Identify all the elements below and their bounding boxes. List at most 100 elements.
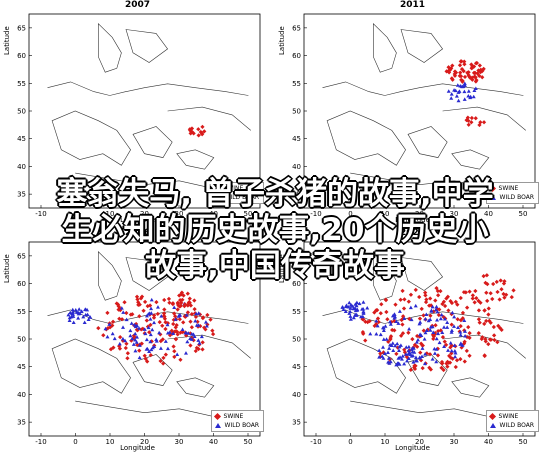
y-tick-label: 55	[292, 80, 301, 88]
swine-marker	[177, 304, 182, 309]
swine-marker	[400, 331, 406, 336]
wild-boar-marker	[461, 84, 466, 88]
wild-boar-marker	[473, 86, 478, 90]
swine-marker	[421, 313, 426, 318]
swine-marker	[450, 77, 455, 82]
wild-boar-marker	[165, 346, 170, 351]
wild-boar-marker	[424, 312, 429, 316]
swine-marker	[406, 330, 411, 335]
wild-boar-marker	[396, 321, 401, 325]
wild-boar-marker	[163, 339, 168, 343]
wild-boar-marker	[128, 328, 133, 333]
wild-boar-marker	[446, 348, 451, 352]
x-tick-label: 40	[484, 438, 493, 446]
swine-marker	[177, 293, 182, 298]
swine-marker	[474, 60, 480, 66]
swine-marker	[482, 321, 487, 327]
swine-marker	[167, 300, 172, 305]
swine-marker	[497, 297, 502, 302]
swine-marker	[453, 299, 458, 305]
swine-marker	[148, 352, 153, 358]
wild-boar-marker	[121, 325, 126, 329]
swine-marker	[443, 342, 449, 348]
wild-boar-marker	[390, 313, 395, 318]
wild-boar-marker	[463, 333, 468, 338]
wild-boar-marker	[165, 322, 170, 327]
swine-marker	[485, 282, 490, 287]
wild-boar-marker	[448, 340, 453, 345]
wild-boar-marker-icon	[489, 195, 496, 200]
wild-boar-marker	[66, 312, 71, 317]
swine-marker	[474, 78, 479, 83]
y-tick-label: 65	[17, 252, 26, 260]
wild-boar-marker	[348, 309, 353, 314]
wild-boar-marker	[79, 309, 84, 314]
wild-boar-marker	[389, 343, 394, 348]
wild-boar-marker	[183, 351, 188, 355]
wild-boar-marker	[466, 89, 471, 93]
swine-marker	[161, 361, 166, 366]
coastline	[132, 354, 173, 386]
swine-marker	[202, 325, 207, 330]
x-tick-label: -10	[310, 210, 321, 218]
swine-marker	[363, 338, 368, 343]
wild-boar-marker	[426, 318, 431, 323]
wild-boar-marker	[343, 309, 348, 314]
wild-boar-marker	[192, 334, 197, 338]
swine-marker	[384, 309, 389, 315]
swine-marker	[467, 353, 472, 358]
swine-marker	[459, 59, 464, 64]
coastline	[326, 110, 406, 166]
wild-boar-marker	[392, 316, 397, 320]
wild-boar-marker	[196, 323, 201, 327]
wild-boar-marker	[199, 334, 204, 339]
wild-boar-marker-icon	[214, 423, 221, 428]
wild-boar-marker	[377, 355, 382, 359]
wild-boar-marker	[460, 343, 465, 347]
wild-boar-marker	[68, 310, 73, 315]
wild-boar-marker	[430, 357, 435, 361]
wild-boar-marker	[406, 344, 411, 349]
swine-marker	[142, 353, 147, 358]
wild-boar-marker	[119, 306, 124, 310]
wild-boar-marker	[382, 351, 387, 355]
swine-marker	[453, 364, 458, 370]
wild-boar-marker	[374, 318, 379, 323]
wild-boar-marker	[434, 359, 439, 364]
wild-boar-marker	[368, 331, 373, 336]
swine-marker	[423, 290, 428, 295]
wild-boar-marker	[117, 341, 122, 346]
y-tick-label: 40	[292, 163, 301, 171]
swine-marker	[123, 345, 128, 351]
swine-marker	[175, 307, 180, 312]
swine-marker	[379, 302, 384, 307]
wild-boar-marker	[406, 356, 411, 360]
wild-boar-marker	[462, 81, 467, 86]
wild-boar-marker	[203, 320, 208, 324]
swine-marker	[458, 324, 463, 329]
swine-marker	[114, 301, 119, 306]
coastline	[442, 106, 526, 131]
swine-marker	[181, 293, 186, 298]
wild-boar-marker	[424, 328, 429, 333]
wild-boar-marker	[434, 347, 439, 351]
wild-boar-marker	[414, 340, 419, 344]
swine-marker	[462, 74, 468, 80]
wild-boar-marker	[107, 322, 112, 326]
wild-boar-marker	[429, 308, 434, 312]
swine-marker	[433, 298, 438, 303]
swine-marker	[188, 303, 193, 308]
swine-marker	[145, 303, 150, 309]
swine-marker	[499, 327, 504, 333]
swine-marker	[210, 328, 215, 333]
y-tick-label: 60	[17, 280, 26, 288]
wild-boar-marker	[381, 325, 386, 330]
swine-marker	[101, 333, 106, 338]
swine-marker	[162, 307, 167, 312]
wild-boar-marker	[449, 96, 454, 100]
wild-boar-marker	[415, 337, 420, 342]
x-tick-label: 20	[140, 438, 149, 446]
swine-marker	[392, 328, 397, 333]
swine-marker	[420, 366, 425, 371]
swine-marker	[445, 364, 450, 369]
